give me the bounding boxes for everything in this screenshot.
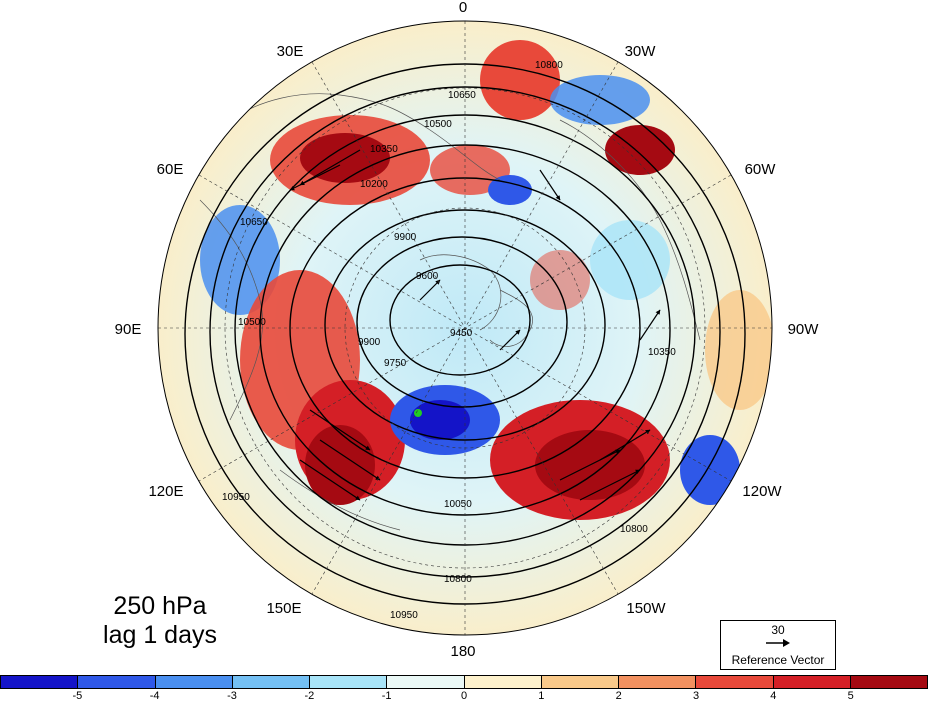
contour-label: 10950 [390, 610, 418, 621]
contour-label: 9750 [384, 358, 407, 369]
colorbar-swatch [78, 676, 156, 688]
colorbar-tick-label: 3 [692, 690, 700, 702]
contour-label: 10200 [360, 179, 388, 190]
colorbar-tick-label: -2 [304, 690, 315, 702]
colorbar-swatch [619, 676, 697, 688]
wind-vectors [289, 149, 661, 501]
lon-label-90e: 90E [115, 321, 142, 338]
colorbar-tick-label: 1 [538, 690, 545, 702]
colorbar-tick-label: -1 [381, 690, 392, 702]
colorbar [0, 675, 928, 689]
reference-vector-box: 30 Reference Vector [720, 620, 836, 670]
map-boundary [157, 20, 773, 636]
lon-label-150e: 150E [266, 600, 301, 617]
lon-label-30e: 30E [277, 43, 304, 60]
colorbar-swatch [464, 676, 542, 688]
lon-label-120e: 120E [148, 483, 183, 500]
reference-vector-value: 30 [771, 623, 785, 637]
colorbar-swatch [155, 676, 233, 688]
contour-label: 10500 [238, 317, 266, 328]
lon-label-120w: 120W [742, 483, 782, 500]
colorbar-tick-label: 5 [847, 690, 854, 702]
contour-label: 10950 [222, 492, 250, 503]
contour-label: 10800 [444, 574, 472, 585]
graticule [158, 21, 772, 635]
colorbar-tick-label: 2 [615, 690, 622, 702]
colorbar-swatch [696, 676, 774, 688]
colorbar-swatch [850, 676, 927, 688]
contour-label: 10500 [424, 119, 452, 130]
colorbar-tick-label: -5 [72, 690, 83, 702]
map-caption: 250 hPa lag 1 days [60, 592, 260, 650]
pressure-level: 250 hPa [113, 592, 207, 620]
lon-label-30w: 30W [625, 43, 657, 60]
lon-label-60e: 60E [157, 161, 184, 178]
contour-label: 10800 [620, 524, 648, 535]
colorbar-tick-label: 4 [770, 690, 777, 702]
colorbar-swatch [1, 676, 79, 688]
colorbar-swatch [387, 676, 465, 688]
reference-arrow-icon [766, 639, 790, 647]
contour-label: 9900 [358, 337, 381, 348]
colorbar-tick-label: -4 [149, 690, 160, 702]
contour-label: 10050 [444, 499, 472, 510]
colorbar-swatch [773, 676, 851, 688]
lon-label-180: 180 [450, 643, 475, 660]
colorbar-tick-label: 0 [460, 690, 468, 702]
lon-label-0: 0 [459, 0, 467, 16]
lon-label-90w: 90W [788, 321, 820, 338]
contour-label: 9450 [450, 328, 473, 339]
reference-vector-label: Reference Vector [731, 653, 825, 667]
colorbar-tick-label: -3 [227, 690, 237, 702]
contour-label: 10350 [370, 144, 398, 155]
lon-label-150w: 150W [626, 600, 666, 617]
contour-label: 10650 [240, 217, 268, 228]
contour-label: 9900 [394, 232, 417, 243]
point-marker [414, 409, 422, 417]
contour-label: 10800 [535, 60, 563, 71]
colorbar-swatch [232, 676, 310, 688]
lon-label-60w: 60W [745, 161, 777, 178]
contour-label: 10650 [448, 90, 476, 101]
colorbar-swatch [541, 676, 619, 688]
lag-label: lag 1 days [103, 621, 217, 649]
contour-label: 10350 [648, 347, 676, 358]
colorbar-swatch [310, 676, 388, 688]
contour-label: 9600 [416, 271, 439, 282]
